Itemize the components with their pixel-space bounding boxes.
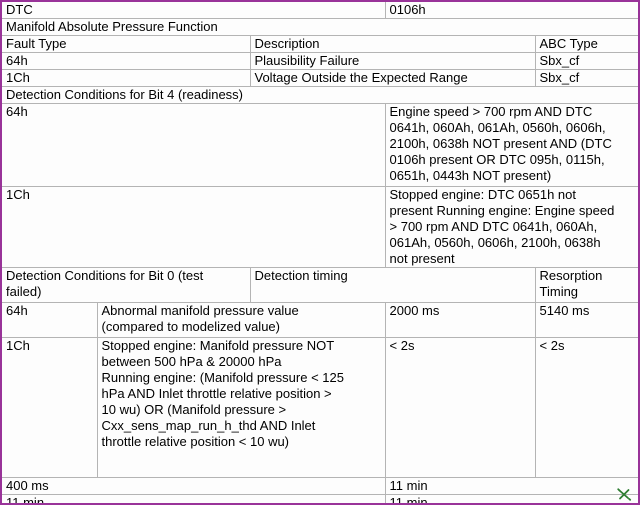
fault-description-cell: Plausibility Failure — [249, 52, 536, 70]
timing-value-cell: 11 min — [384, 477, 638, 495]
description-header-cell: Description — [249, 35, 536, 53]
fault-code-cell: 64h — [2, 302, 98, 338]
function-title-cell: Manifold Absolute Pressure Function — [2, 18, 638, 36]
table-row: DTC 0106h — [2, 2, 638, 19]
table-row: Detection Conditions for Bit 0 (test fai… — [2, 267, 638, 303]
timing-value-cell: 11 min — [384, 494, 638, 503]
condition-detail-cell: Engine speed > 700 rpm AND DTC 0641h, 06… — [384, 103, 638, 187]
table-row: 64h Engine speed > 700 rpm AND DTC 0641h… — [2, 103, 638, 187]
timing-value-cell: 11 min — [2, 494, 386, 503]
resorption-timing-header-cell: Resorption Timing — [534, 267, 638, 303]
table-row: 1Ch Stopped engine: DTC 0651h not presen… — [2, 186, 638, 268]
fault-code-cell: 1Ch — [2, 337, 98, 478]
table-row: 400 ms 11 min — [2, 477, 638, 495]
fault-type-header-cell: Fault Type — [2, 35, 251, 53]
table-row: 1Ch Voltage Outside the Expected Range S… — [2, 69, 638, 87]
table-row: Detection Conditions for Bit 4 (readines… — [2, 86, 638, 104]
fault-code-cell: 1Ch — [2, 69, 251, 87]
abc-type-cell: Sbx_cf — [534, 52, 638, 70]
table-row: 1Ch Stopped engine: Manifold pressure NO… — [2, 337, 638, 478]
fault-code-cell: 64h — [2, 103, 386, 187]
table-row: Manifold Absolute Pressure Function — [2, 18, 638, 36]
abc-type-header-cell: ABC Type — [534, 35, 638, 53]
fault-code-cell: 64h — [2, 52, 251, 70]
dtc-code-cell: 0106h — [384, 2, 638, 19]
dtc-label-cell: DTC — [2, 2, 386, 19]
condition-detail-cell: Abnormal manifold pressure value (compar… — [96, 302, 386, 338]
resorption-timing-value-cell: < 2s — [534, 337, 638, 478]
detection-timing-value-cell: 2000 ms — [384, 302, 536, 338]
fault-code-cell: 1Ch — [2, 186, 386, 268]
fault-description-cell: Voltage Outside the Expected Range — [249, 69, 536, 87]
detection-timing-value-cell: < 2s — [384, 337, 536, 478]
table-row: 64h Plausibility Failure Sbx_cf — [2, 52, 638, 70]
green-x-icon — [617, 488, 632, 501]
table-row: 64h Abnormal manifold pressure value (co… — [2, 302, 638, 338]
condition-detail-cell: Stopped engine: DTC 0651h not present Ru… — [384, 186, 638, 268]
table-row: Fault Type Description ABC Type — [2, 35, 638, 53]
bit0-section-header-cell: Detection Conditions for Bit 0 (test fai… — [2, 267, 251, 303]
bit4-section-header-cell: Detection Conditions for Bit 4 (readines… — [2, 86, 638, 104]
detection-timing-header-cell: Detection timing — [249, 267, 536, 303]
resorption-timing-value-cell: 5140 ms — [534, 302, 638, 338]
table-row: 11 min 11 min — [2, 494, 638, 503]
timing-value-cell: 400 ms — [2, 477, 386, 495]
condition-detail-cell: Stopped engine: Manifold pressure NOT be… — [96, 337, 386, 478]
abc-type-cell: Sbx_cf — [534, 69, 638, 87]
